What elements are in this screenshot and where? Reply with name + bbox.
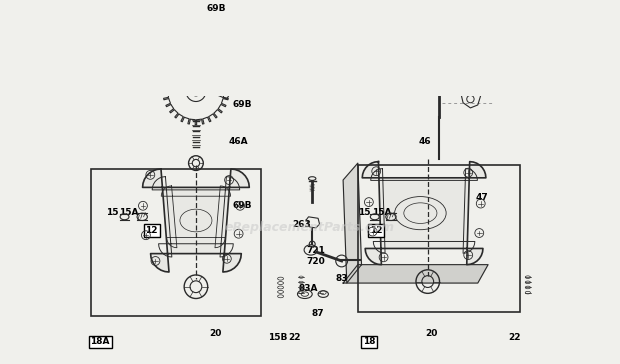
Text: 721: 721 (306, 246, 326, 255)
Polygon shape (362, 162, 486, 265)
Polygon shape (343, 163, 361, 283)
Text: 15A: 15A (118, 208, 138, 217)
Text: 15: 15 (358, 208, 370, 217)
Bar (358, 165, 520, 312)
Text: 18A: 18A (91, 337, 110, 347)
Text: 46: 46 (418, 137, 431, 146)
Text: 15B: 15B (268, 333, 288, 342)
Text: 87: 87 (311, 309, 324, 318)
Bar (433, 9, 444, 16)
Text: 69B: 69B (206, 4, 226, 13)
Text: 15A: 15A (372, 208, 391, 217)
Polygon shape (143, 169, 249, 272)
Text: 83: 83 (336, 274, 348, 283)
Text: 22: 22 (288, 333, 301, 342)
Text: 69B: 69B (232, 100, 252, 110)
Text: 69B: 69B (232, 201, 252, 210)
Text: 20: 20 (425, 329, 437, 337)
Text: 263: 263 (293, 221, 311, 229)
Text: 15: 15 (106, 208, 118, 217)
Bar (436, 3, 441, 9)
Text: eReplacementParts.com: eReplacementParts.com (225, 221, 395, 234)
Text: 22: 22 (508, 333, 521, 342)
Bar (91, 169, 262, 316)
Text: 720: 720 (306, 257, 325, 266)
Text: 12: 12 (370, 226, 383, 235)
Text: 18: 18 (363, 337, 375, 347)
Text: 20: 20 (209, 329, 221, 337)
Polygon shape (343, 265, 488, 283)
Text: 12: 12 (146, 226, 158, 235)
Text: 83A: 83A (299, 284, 319, 293)
Text: 46A: 46A (229, 137, 249, 146)
Text: 47: 47 (476, 193, 489, 202)
